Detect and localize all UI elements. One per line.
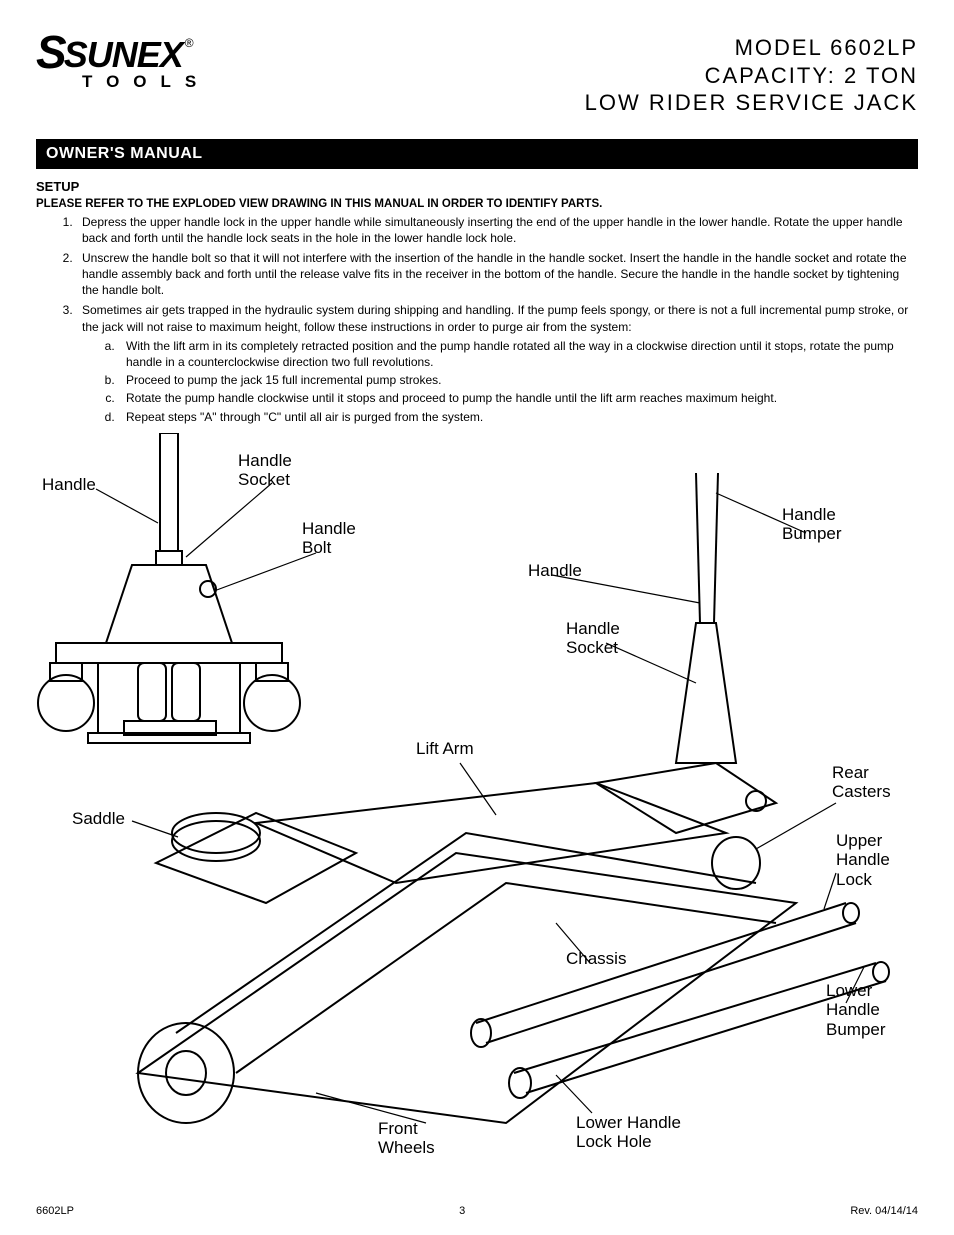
- step-3c: Rotate the pump handle clockwise until i…: [118, 390, 918, 406]
- brand-logo: S SUNEX ® TOOLS: [36, 34, 210, 92]
- logo-subtext: TOOLS: [82, 72, 210, 92]
- label-front-wheels: FrontWheels: [378, 1119, 435, 1158]
- setup-note: PLEASE REFER TO THE EXPLODED VIEW DRAWIN…: [36, 198, 918, 210]
- label-handle-socket-right: HandleSocket: [566, 619, 620, 658]
- step-3b: Proceed to pump the jack 15 full increme…: [118, 372, 918, 388]
- registered-icon: ®: [185, 36, 193, 50]
- model-info: MODEL 6602LP CAPACITY: 2 TON LOW RIDER S…: [585, 34, 918, 117]
- label-saddle: Saddle: [72, 809, 125, 829]
- footer-model: 6602LP: [36, 1205, 74, 1217]
- label-lower-handle-lock-hole: Lower HandleLock Hole: [576, 1113, 681, 1152]
- step-3: Sometimes air gets trapped in the hydrau…: [76, 302, 918, 424]
- step-3d: Repeat steps "A" through "C" until all a…: [118, 409, 918, 425]
- label-rear-casters: RearCasters: [832, 763, 891, 802]
- label-lower-handle-bumper: LowerHandleBumper: [826, 981, 886, 1040]
- model-line: MODEL 6602LP: [585, 34, 918, 62]
- label-handle-socket-left: HandleSocket: [238, 451, 292, 490]
- label-handle-bolt: HandleBolt: [302, 519, 356, 558]
- logo-swoosh: S: [36, 34, 66, 71]
- step-3-substeps: With the lift arm in its completely retr…: [82, 338, 918, 425]
- label-upper-handle-lock: UpperHandleLock: [836, 831, 890, 890]
- capacity-line: CAPACITY: 2 TON: [585, 62, 918, 90]
- page-footer: 6602LP 3 Rev. 04/14/14: [36, 1205, 918, 1217]
- product-line: LOW RIDER SERVICE JACK: [585, 89, 918, 117]
- label-chassis: Chassis: [566, 949, 626, 969]
- section-bar: OWNER'S MANUAL: [36, 139, 918, 169]
- footer-rev: Rev. 04/14/14: [850, 1205, 918, 1217]
- label-handle-right: Handle: [528, 561, 582, 581]
- header: S SUNEX ® TOOLS MODEL 6602LP CAPACITY: 2…: [36, 34, 918, 117]
- setup-heading: SETUP: [36, 179, 918, 194]
- logo-text: SUNEX: [64, 34, 183, 76]
- label-lift-arm: Lift Arm: [416, 739, 474, 759]
- step-3a: With the lift arm in its completely retr…: [118, 338, 918, 370]
- footer-page: 3: [459, 1205, 465, 1217]
- step-1: Depress the upper handle lock in the upp…: [76, 214, 918, 246]
- step-3-text: Sometimes air gets trapped in the hydrau…: [82, 303, 908, 333]
- parts-diagram: Handle HandleSocket HandleBolt Handle Ha…: [36, 433, 916, 1153]
- label-handle-left: Handle: [42, 475, 96, 495]
- step-2: Unscrew the handle bolt so that it will …: [76, 250, 918, 299]
- setup-steps: Depress the upper handle lock in the upp…: [36, 214, 918, 425]
- label-handle-bumper: HandleBumper: [782, 505, 842, 544]
